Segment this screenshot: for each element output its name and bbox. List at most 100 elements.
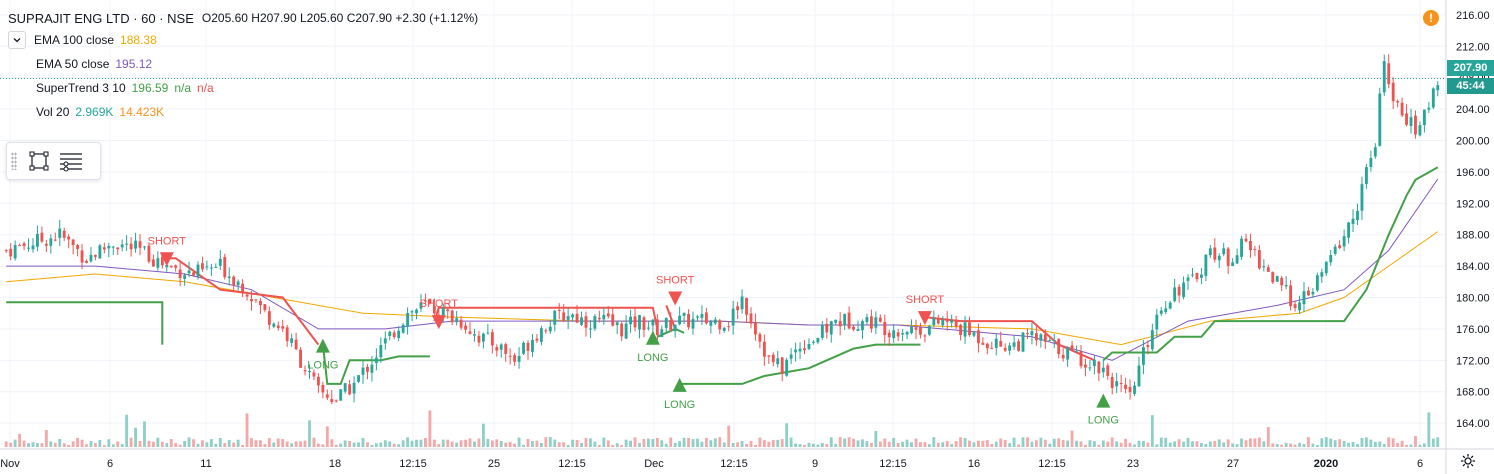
candle-body (446, 309, 450, 312)
volume-bar (1275, 443, 1279, 447)
volume-bar (138, 440, 142, 447)
volume-bar (820, 443, 824, 447)
candle-body (22, 243, 26, 247)
volume-bar (1289, 443, 1293, 447)
volume-bar (566, 444, 570, 447)
candle-body (807, 344, 811, 349)
symbol-title[interactable]: SUPRAJIT ENG LTD · 60 · NSE (8, 10, 194, 26)
volume-bar (339, 443, 343, 447)
price-tick-label: 172.00 (1456, 355, 1490, 367)
price-tick-label: 192.00 (1456, 198, 1490, 210)
volume-bar (151, 441, 155, 447)
volume-bar (1052, 438, 1056, 447)
volume-bar (1159, 437, 1163, 447)
candle-body (80, 250, 84, 263)
candle-body (196, 264, 200, 277)
candle-body (18, 245, 22, 247)
select-frame-button[interactable] (23, 146, 55, 176)
candle-body (776, 358, 780, 365)
volume-bar (397, 444, 401, 447)
volume-bar (13, 439, 17, 447)
volume-bar (18, 433, 22, 447)
volume-bar (129, 437, 133, 447)
candle-body (526, 342, 530, 351)
long-signal-label: LONG (637, 352, 668, 364)
candle-body (473, 334, 476, 336)
object-tree-button[interactable] (55, 146, 87, 176)
warning-icon[interactable]: ! (1423, 10, 1439, 26)
ema100-label[interactable]: EMA 100 close (34, 33, 115, 47)
candle-body (838, 320, 842, 327)
candle-body (4, 250, 8, 252)
candle-body (1320, 272, 1324, 277)
volume-bar (508, 441, 512, 447)
settings-gear-icon[interactable] (1460, 453, 1476, 469)
candle-body (571, 314, 575, 318)
candle-body (1396, 101, 1400, 103)
volume-bar (927, 444, 931, 447)
volume-bar (71, 441, 75, 447)
volume-bar (963, 438, 967, 447)
candle-body (276, 325, 280, 328)
candle-body (383, 338, 387, 344)
candle-body (1262, 266, 1266, 268)
volume-bar (785, 423, 789, 447)
volume-bar (98, 440, 102, 447)
candle-body (1235, 255, 1239, 264)
volume-bars (4, 410, 1440, 447)
volume-bar (1324, 437, 1328, 447)
collapse-legend-button[interactable] (8, 31, 26, 49)
volume-bar (544, 437, 548, 447)
candle-body (651, 319, 655, 326)
volume-bar (1226, 439, 1230, 447)
volume-bar (990, 443, 994, 447)
candle-body (602, 314, 606, 320)
candle-body (544, 330, 548, 332)
last-price-label: 207.90 (1447, 60, 1494, 76)
volume-bar (450, 441, 454, 447)
candle-body (397, 330, 401, 339)
candle-body (611, 314, 615, 326)
volume-bar (1061, 439, 1065, 447)
candle-body (236, 281, 240, 286)
volume-bar (388, 441, 392, 447)
candle-body (1191, 274, 1194, 276)
volume-bar (125, 414, 129, 447)
candle-body (308, 371, 311, 373)
drag-handle[interactable] (11, 152, 17, 170)
candle-body (1182, 282, 1186, 297)
volume-bar (740, 440, 744, 447)
volume-bar (807, 442, 811, 447)
candle-body (321, 384, 325, 393)
volume-bar (829, 437, 833, 447)
candle-body (1142, 347, 1145, 365)
supertrend-long-line (6, 301, 164, 345)
candle-body (1017, 341, 1020, 351)
ema50-label[interactable]: EMA 50 close (36, 57, 110, 71)
volume-bar (878, 441, 882, 447)
volume-label[interactable]: Vol 20 (36, 105, 70, 119)
volume-bar (44, 430, 48, 447)
volume-bar (1307, 437, 1310, 447)
volume-bar (633, 437, 637, 447)
volume-bar (629, 440, 633, 447)
volume-bar (504, 442, 508, 447)
volume-bar (76, 437, 80, 447)
volume-bar (976, 440, 980, 447)
candle-body (392, 332, 396, 337)
candle-body (174, 265, 178, 268)
supertrend-label[interactable]: SuperTrend 3 10 (36, 81, 126, 95)
candle-body (1315, 275, 1319, 291)
volume-bar (120, 444, 124, 447)
candle-body (700, 314, 704, 318)
volume-bar (1356, 443, 1359, 447)
short-signal-arrow (159, 252, 174, 267)
candle-body (767, 355, 771, 357)
candle-body (53, 239, 57, 241)
candle-body (205, 266, 209, 268)
candle-body (1240, 238, 1243, 257)
volume-bar (473, 441, 476, 447)
candle-body (941, 319, 945, 326)
ohlc-values: O205.60 H207.90 L205.60 C207.90 +2.30 (+… (201, 11, 479, 25)
